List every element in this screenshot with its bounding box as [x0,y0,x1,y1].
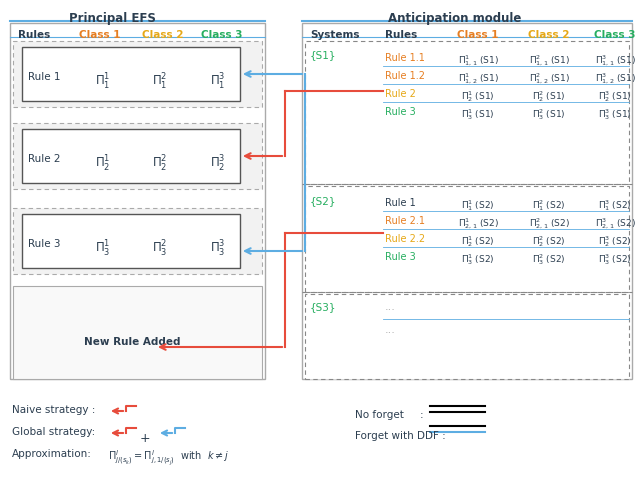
FancyBboxPatch shape [13,42,262,108]
Text: $\Pi^3_{1,1}$ (S1): $\Pi^3_{1,1}$ (S1) [595,53,636,68]
Text: $\Pi^3_3$ (S2): $\Pi^3_3$ (S2) [598,252,632,267]
Text: Class 1: Class 1 [457,30,499,40]
FancyBboxPatch shape [13,124,262,189]
Text: Rule 3: Rule 3 [28,238,61,248]
Text: $\Pi^2_2$: $\Pi^2_2$ [152,154,168,174]
Text: Rules: Rules [18,30,51,40]
Text: Rules: Rules [385,30,417,40]
Text: $\Pi^3_2$ (S1): $\Pi^3_2$ (S1) [598,89,632,104]
Text: Rule 2.1: Rule 2.1 [385,215,425,225]
Text: {S1}: {S1} [310,50,337,60]
Text: Rule 2.2: Rule 2.2 [385,233,425,243]
Text: $\Pi^1_2$: $\Pi^1_2$ [95,154,111,174]
Text: $\Pi^1_2$ (S1): $\Pi^1_2$ (S1) [461,89,495,104]
Text: $\Pi^1_{1,2}$ (S1): $\Pi^1_{1,2}$ (S1) [458,71,499,86]
Text: $\Pi^1_{2,1}$ (S2): $\Pi^1_{2,1}$ (S2) [458,215,499,230]
Text: Rule 1: Rule 1 [28,72,61,82]
Text: $\Pi^l_{j/(s_k)}= \Pi^l_{j,1/(s_j)}$  with  $k \neq j$: $\Pi^l_{j/(s_k)}= \Pi^l_{j,1/(s_j)}$ wit… [108,448,229,467]
Text: $\Pi^3_1$ (S2): $\Pi^3_1$ (S2) [598,197,632,212]
Text: $\Pi^2_3$: $\Pi^2_3$ [152,238,168,259]
FancyBboxPatch shape [13,208,262,275]
Text: {S3}: {S3} [310,302,337,312]
Text: Rule 3: Rule 3 [385,252,416,262]
Text: $\Pi^2_2$ (S1): $\Pi^2_2$ (S1) [532,89,566,104]
Text: $\Pi^2_{1,2}$ (S1): $\Pi^2_{1,2}$ (S1) [529,71,570,86]
Text: {S2}: {S2} [310,195,337,205]
Text: Class 3: Class 3 [201,30,243,40]
Text: $\Pi^1_3$ (S2): $\Pi^1_3$ (S2) [461,252,495,267]
Text: ...: ... [385,324,396,334]
Text: $\Pi^2_3$ (S2): $\Pi^2_3$ (S2) [532,252,566,267]
Text: $\Pi^1_{1,1}$ (S1): $\Pi^1_{1,1}$ (S1) [458,53,499,68]
Text: :: : [420,409,424,419]
Text: No forget: No forget [355,409,404,419]
Text: $\Pi^1_1$: $\Pi^1_1$ [95,72,111,92]
Text: Rule 1.2: Rule 1.2 [385,71,425,81]
Text: Rule 3: Rule 3 [385,107,416,117]
FancyBboxPatch shape [305,187,629,293]
Text: $\Pi^3_{2,1}$ (S2): $\Pi^3_{2,1}$ (S2) [595,215,636,230]
Text: $\Pi^2_1$: $\Pi^2_1$ [152,72,168,92]
Text: ...: ... [385,302,396,312]
Text: $\Pi^3_2$: $\Pi^3_2$ [211,154,226,174]
Text: $\Pi^2_{1,1}$ (S1): $\Pi^2_{1,1}$ (S1) [529,53,570,68]
Text: Class 1: Class 1 [79,30,121,40]
Text: $\Pi^2_2$ (S2): $\Pi^2_2$ (S2) [532,233,566,248]
FancyBboxPatch shape [22,130,240,184]
FancyBboxPatch shape [305,295,629,379]
Text: New Rule Added: New Rule Added [84,336,180,346]
Text: $\Pi^3_{1,2}$ (S1): $\Pi^3_{1,2}$ (S1) [595,71,636,86]
Text: $\Pi^1_2$ (S2): $\Pi^1_2$ (S2) [461,233,495,248]
Text: $\Pi^1_3$ (S1): $\Pi^1_3$ (S1) [461,107,495,122]
Text: Anticipation module: Anticipation module [388,12,522,25]
FancyBboxPatch shape [302,24,632,379]
Text: Class 2: Class 2 [528,30,570,40]
Text: $\Pi^3_2$ (S2): $\Pi^3_2$ (S2) [598,233,632,248]
Text: Rule 2: Rule 2 [28,154,61,164]
FancyBboxPatch shape [22,48,240,102]
Text: +: + [140,431,150,444]
Text: Systems: Systems [310,30,360,40]
Text: Rule 2: Rule 2 [385,89,416,99]
Text: $\Pi^1_1$ (S2): $\Pi^1_1$ (S2) [461,197,495,212]
Text: Rule 1.1: Rule 1.1 [385,53,425,63]
Text: Naive strategy :: Naive strategy : [12,404,95,414]
Text: $\Pi^2_1$ (S2): $\Pi^2_1$ (S2) [532,197,566,212]
Text: $\Pi^1_3$: $\Pi^1_3$ [95,238,111,259]
Text: Class 3: Class 3 [595,30,636,40]
Text: Class 2: Class 2 [142,30,184,40]
FancyBboxPatch shape [22,214,240,269]
Text: $\Pi^3_3$ (S1): $\Pi^3_3$ (S1) [598,107,632,122]
Text: Global strategy:: Global strategy: [12,426,95,436]
FancyBboxPatch shape [10,24,265,379]
FancyBboxPatch shape [13,287,262,379]
Text: $\Pi^3_1$: $\Pi^3_1$ [211,72,226,92]
Text: $\Pi^3_3$: $\Pi^3_3$ [211,238,226,259]
Text: Principal EFS: Principal EFS [68,12,156,25]
Text: $\Pi^2_3$ (S1): $\Pi^2_3$ (S1) [532,107,566,122]
Text: Forget with DDF :: Forget with DDF : [355,430,445,440]
Text: Approximation:: Approximation: [12,448,92,458]
Text: $\Pi^2_{2,1}$ (S2): $\Pi^2_{2,1}$ (S2) [529,215,570,230]
FancyBboxPatch shape [305,42,629,185]
Text: Rule 1: Rule 1 [385,197,416,207]
